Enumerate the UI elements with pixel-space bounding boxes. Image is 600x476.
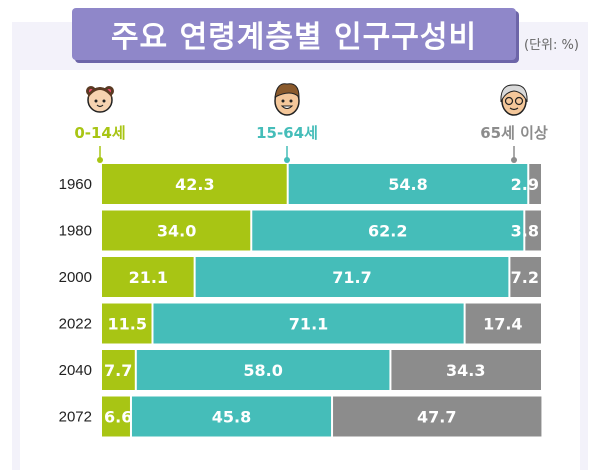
data-label: 47.7 (417, 408, 456, 427)
data-label: 71.1 (289, 315, 328, 334)
legend-pointer-dot (284, 157, 290, 163)
bar-segment (332, 396, 542, 437)
bar-segment (102, 210, 252, 251)
legend-pointer-dot (511, 157, 517, 163)
bar-segment (102, 303, 153, 344)
year-label: 2000 (59, 269, 92, 286)
data-label: 34.3 (446, 361, 485, 380)
legend-label: 15-64세 (256, 124, 318, 142)
data-label: 6.6 (104, 408, 132, 427)
data-label: 42.3 (175, 175, 214, 194)
unit-label: (단위: %) (524, 38, 579, 53)
elderly-icon (500, 84, 528, 116)
data-label: 21.1 (129, 268, 168, 287)
bar-segment (102, 164, 288, 204)
adult-icon (274, 83, 300, 116)
bar-segment (464, 303, 541, 344)
year-label: 2040 (59, 362, 92, 379)
bar-segment (509, 257, 541, 297)
legend-pointer-dot (97, 157, 103, 163)
year-label: 2072 (59, 409, 92, 426)
bar-segment (528, 164, 541, 204)
legend-label: 65세 이상 (480, 124, 548, 142)
title-banner: 주요 연령계층별 인구구성비 (72, 8, 516, 60)
bar-segment (152, 303, 465, 344)
year-label: 1960 (59, 176, 92, 193)
data-label: 2.9 (511, 175, 539, 194)
data-label: 62.2 (368, 222, 407, 241)
bar-segment (102, 257, 195, 297)
data-label: 34.0 (157, 222, 196, 241)
data-label: 54.8 (388, 175, 427, 194)
data-label: 45.8 (212, 408, 251, 427)
data-label: 58.0 (243, 361, 282, 380)
child-icon (86, 86, 114, 113)
bar-segment (102, 350, 136, 390)
data-label: 17.4 (483, 315, 522, 334)
chart-title: 주요 연령계층별 인구구성비 (110, 20, 478, 55)
bar-segment (102, 396, 131, 437)
bar-segment (130, 396, 333, 437)
bar-segment (287, 164, 529, 204)
bar-segment (135, 350, 391, 390)
year-label: 1980 (59, 223, 92, 240)
bar-segment (194, 257, 510, 297)
data-label: 7.2 (511, 268, 539, 287)
data-label: 71.7 (332, 268, 371, 287)
legend-label: 0-14세 (74, 124, 125, 142)
year-label: 2022 (59, 316, 92, 333)
bar-segment (524, 210, 541, 251)
data-label: 11.5 (108, 315, 147, 334)
bar-segment (390, 350, 541, 390)
data-label: 3.8 (511, 222, 539, 241)
data-label: 7.7 (104, 361, 132, 380)
bar-segment (251, 210, 525, 251)
